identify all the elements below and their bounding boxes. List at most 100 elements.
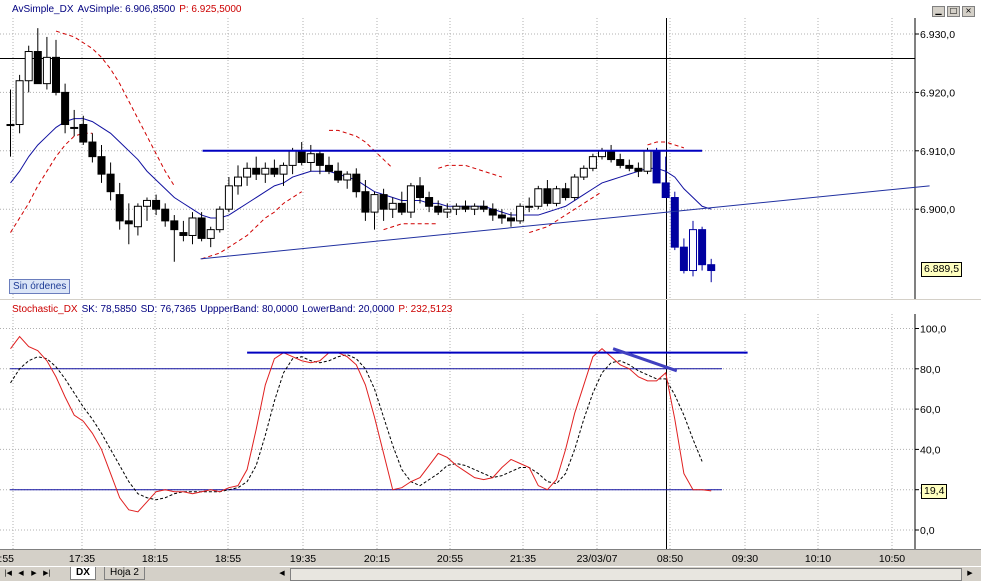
candle-body [425,197,434,207]
sd-line [10,354,703,501]
time-axis: 16:55 17:35 18:15 18:55 19:35 20:15 20:55 21:35… [0,549,981,567]
candle-body [334,170,343,181]
maximize-icon[interactable]: □ [947,6,960,17]
price-title-avsimple: AvSimple: 6.906,8500 [77,4,176,15]
stoch-title-p: P: 232,5123 [398,304,453,315]
price-chart: 6.930,0 6.920,0 6.910,0 6.900,0 [0,18,955,299]
candle-body [479,205,488,210]
order-status-badge[interactable]: Sin órdenes [9,279,71,294]
candle-body [670,197,679,248]
x-tick-label: 20:15 [363,553,391,565]
candle-body [698,229,707,266]
candle-body [397,202,406,213]
lower-envelope-line [201,191,302,260]
candle-body [561,188,570,199]
candle-body [625,164,634,169]
candle-body [497,214,506,219]
candle-body [270,167,279,175]
upper-envelope-line [329,129,394,169]
candle-body [661,182,670,199]
upper-envelope-line [438,164,503,178]
y-tick-label: 80,0 [920,364,941,376]
candle-body [488,208,497,216]
candle-body [434,205,443,213]
prev-sheet-icon[interactable]: ◀ [18,569,24,577]
candle-body [461,205,470,210]
last-stoch-label: 19,4 [921,484,948,499]
y-tick-label: 100,0 [920,324,946,336]
candle-body [279,164,288,175]
candle-body [261,167,270,175]
candle-body [215,208,224,231]
candle-body [315,153,324,166]
candle-body [406,185,415,213]
candle-body [352,173,361,193]
candle-body [452,205,461,210]
candle-body [579,167,588,178]
x-tick-label: 18:15 [141,553,169,565]
tab-dx[interactable]: DX [70,567,96,580]
candle-body [61,91,70,126]
candle-body [707,264,716,272]
x-tick-label: 16:55 [0,553,14,565]
close-icon[interactable]: × [962,6,975,17]
candle-body [106,173,115,193]
candle-body [188,217,197,236]
candle-body [643,150,652,172]
stochastic-chart: 100,080,060,040,020,00,0 [0,300,946,549]
price-title-p: P: 6.925,5000 [179,4,242,15]
price-pane-window-buttons: ▁ □ × [932,6,975,17]
y-tick-label: 6.900,0 [920,204,955,216]
x-tick-label: 21:35 [509,553,537,565]
last-sheet-icon[interactable]: ▶| [43,569,51,577]
candle-body [607,150,616,161]
candle-body [679,246,688,272]
x-tick-label: 10:50 [878,553,906,565]
candle-body [33,51,42,85]
horizontal-scrollbar[interactable] [290,568,962,581]
candle-body [634,167,643,172]
candle-body [70,126,79,129]
x-tick-label: 10:10 [804,553,832,565]
stoch-pane-title: Stochastic_DX SK: 78,5850 SD: 76,7365 Upppe… [12,304,456,315]
x-tick-label: 17:35 [68,553,96,565]
candle-body [552,188,561,204]
candle-body [88,141,97,158]
minimize-icon[interactable]: ▁ [932,6,945,17]
candle-body [361,191,370,213]
candle-body [616,159,625,166]
stochastic-pane[interactable]: Stochastic_DX SK: 78,5850 SD: 76,7365 Upppe… [0,300,981,549]
price-title-instrument: AvSimple_DX [12,4,74,15]
candle-body [370,194,379,213]
price-pane[interactable]: AvSimple_DX AvSimple: 6.906,8500 P: 6.925,… [0,0,981,299]
candle-body [152,199,161,210]
candle-body [6,124,15,127]
candle-body [124,220,133,225]
y-tick-label: 0,0 [920,525,935,537]
candle-body [534,188,543,207]
scroll-right-icon[interactable]: ▶ [967,569,973,577]
sheet-tab-bar: |◀ ◀ ▶ ▶| DX Hoja 2 ◀ ▶ [0,566,981,581]
candle-body [97,156,106,175]
candle-body [388,202,397,210]
candle-body [52,56,60,93]
candle-body [42,56,51,85]
stoch-title-upper: UppperBand: 80,0000 [200,304,299,315]
candle-body [543,188,552,204]
next-sheet-icon[interactable]: ▶ [31,569,37,577]
first-sheet-icon[interactable]: |◀ [4,569,12,577]
candle-body [197,217,206,239]
y-tick-label: 40,0 [920,444,941,456]
candle-body [343,173,352,181]
candle-body [206,229,215,239]
scroll-left-icon[interactable]: ◀ [279,569,285,577]
tab-hoja-2[interactable]: Hoja 2 [104,567,145,580]
candle-body [179,232,188,236]
candle-body [115,194,124,222]
x-tick-label: 20:55 [436,553,464,565]
x-tick-label: 23/03/07 [576,553,618,565]
avsimple-line [10,118,712,219]
lower-envelope-line [383,223,439,231]
candle-body [143,199,151,207]
candle-body [24,51,33,82]
